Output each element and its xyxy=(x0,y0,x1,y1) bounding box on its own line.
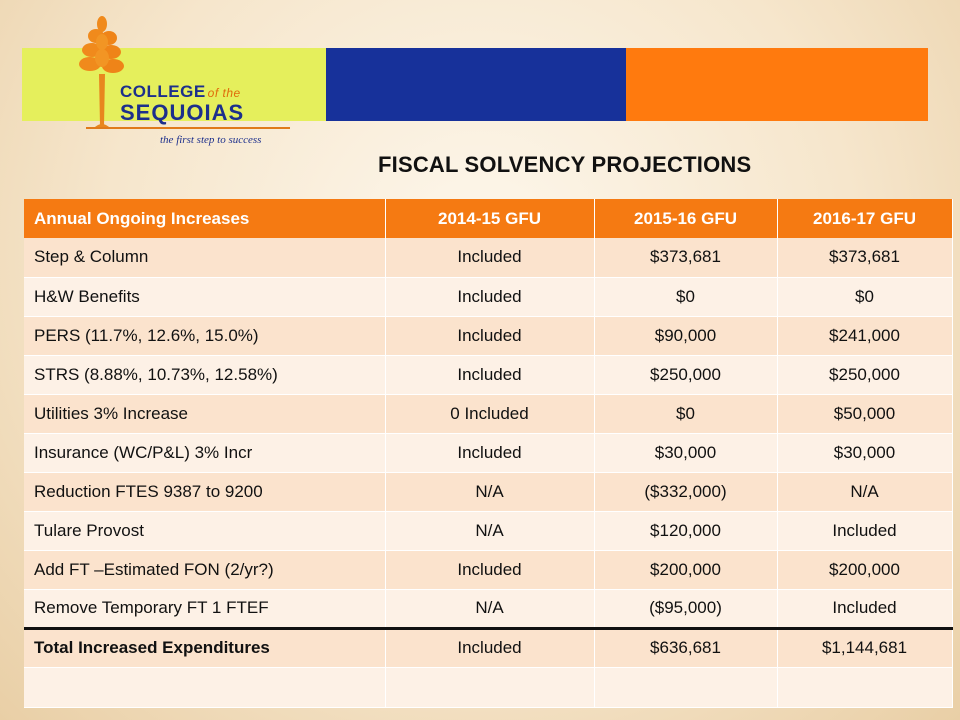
header-band-blue xyxy=(326,48,626,121)
row-label: Utilities 3% Increase xyxy=(24,394,386,434)
cell-2015-16: ($95,000) xyxy=(594,589,778,629)
cell-2014-15: N/A xyxy=(385,511,595,551)
row-label: PERS (11.7%, 12.6%, 15.0%) xyxy=(24,316,386,356)
logo-divider xyxy=(86,127,290,129)
row-label: Reduction FTES 9387 to 9200 xyxy=(24,472,386,512)
cell-2014-15: N/A xyxy=(385,589,595,629)
cell-2016-17: $200,000 xyxy=(777,550,953,590)
row-label: Insurance (WC/P&L) 3% Incr xyxy=(24,433,386,473)
cell-2016-17: N/A xyxy=(777,472,953,512)
row-label: H&W Benefits xyxy=(24,277,386,317)
table-total-row: Total Increased Expenditures Included $6… xyxy=(24,626,953,668)
cell-2016-17: $250,000 xyxy=(777,355,953,395)
cell-2014-15: 0 Included xyxy=(385,394,595,434)
table-row: Tulare Provost N/A $120,000 Included xyxy=(24,511,953,551)
cell-2015-16: $0 xyxy=(594,277,778,317)
sequoia-tree-icon xyxy=(79,16,124,128)
logo-college-text: COLLEGE of the xyxy=(120,82,241,101)
cell-2014-15 xyxy=(385,667,595,708)
logo-of-the-text: of the xyxy=(207,86,241,100)
cell-2016-17: $0 xyxy=(777,277,953,317)
cell-2014-15: Included xyxy=(385,433,595,473)
cell-2015-16: $120,000 xyxy=(594,511,778,551)
college-logo: COLLEGE of the SEQUOIAS the first step to… xyxy=(78,14,298,154)
table-row: Insurance (WC/P&L) 3% Incr Included $30,… xyxy=(24,433,953,473)
cell-2016-17: Included xyxy=(777,589,953,629)
row-label: Add FT –Estimated FON (2/yr?) xyxy=(24,550,386,590)
cell-2014-15: Included xyxy=(385,277,595,317)
header-cell-2014-15: 2014-15 GFU xyxy=(385,199,595,238)
row-label: Tulare Provost xyxy=(24,511,386,551)
cell-2016-17: $373,681 xyxy=(777,238,953,278)
table-row: H&W Benefits Included $0 $0 xyxy=(24,277,953,317)
header-band-green xyxy=(22,48,326,121)
cell-2016-17: $1,144,681 xyxy=(777,626,953,668)
header-cell-2016-17: 2016-17 GFU xyxy=(777,199,953,238)
table-row: Add FT –Estimated FON (2/yr?) Included $… xyxy=(24,550,953,590)
cell-2015-16: $90,000 xyxy=(594,316,778,356)
row-label: Step & Column xyxy=(24,238,386,278)
cell-2014-15: N/A xyxy=(385,472,595,512)
cell-2016-17: $50,000 xyxy=(777,394,953,434)
cell-2016-17: $30,000 xyxy=(777,433,953,473)
cell-2015-16: $0 xyxy=(594,394,778,434)
table-row: Utilities 3% Increase 0 Included $0 $50,… xyxy=(24,394,953,434)
fiscal-projections-table: Annual Ongoing Increases 2014-15 GFU 201… xyxy=(24,199,953,708)
cell-2014-15: Included xyxy=(385,355,595,395)
cell-2016-17 xyxy=(777,667,953,708)
cell-2015-16: ($332,000) xyxy=(594,472,778,512)
cell-2015-16: $30,000 xyxy=(594,433,778,473)
table-row: Remove Temporary FT 1 FTEF N/A ($95,000)… xyxy=(24,589,953,629)
page-title: FISCAL SOLVENCY PROJECTIONS xyxy=(378,152,752,177)
table-row: Step & Column Included $373,681 $373,681 xyxy=(24,238,953,278)
table-row: Reduction FTES 9387 to 9200 N/A ($332,00… xyxy=(24,472,953,512)
cell-2015-16: $250,000 xyxy=(594,355,778,395)
cell-2015-16: $200,000 xyxy=(594,550,778,590)
cell-2014-15: Included xyxy=(385,316,595,356)
cell-2014-15: Included xyxy=(385,626,595,668)
logo-sequoias-text: SEQUOIAS xyxy=(120,100,245,125)
cell-2016-17: Included xyxy=(777,511,953,551)
header-cell-category: Annual Ongoing Increases xyxy=(24,199,386,238)
table-header-row: Annual Ongoing Increases 2014-15 GFU 201… xyxy=(24,199,953,238)
row-label: STRS (8.88%, 10.73%, 12.58%) xyxy=(24,355,386,395)
total-label: Total Increased Expenditures xyxy=(24,626,386,668)
cell-2015-16: $636,681 xyxy=(594,626,778,668)
cell-2014-15: Included xyxy=(385,238,595,278)
cell-2014-15: Included xyxy=(385,550,595,590)
cell-2016-17: $241,000 xyxy=(777,316,953,356)
logo-tagline: the first step to success xyxy=(160,134,262,146)
cell-2015-16: $373,681 xyxy=(594,238,778,278)
table-row: PERS (11.7%, 12.6%, 15.0%) Included $90,… xyxy=(24,316,953,356)
header-cell-2015-16: 2015-16 GFU xyxy=(594,199,778,238)
row-label: Remove Temporary FT 1 FTEF xyxy=(24,589,386,629)
cell-2015-16 xyxy=(594,667,778,708)
row-label xyxy=(24,667,386,708)
table-row-empty xyxy=(24,667,953,708)
table-row: STRS (8.88%, 10.73%, 12.58%) Included $2… xyxy=(24,355,953,395)
header-band-orange xyxy=(626,48,928,121)
